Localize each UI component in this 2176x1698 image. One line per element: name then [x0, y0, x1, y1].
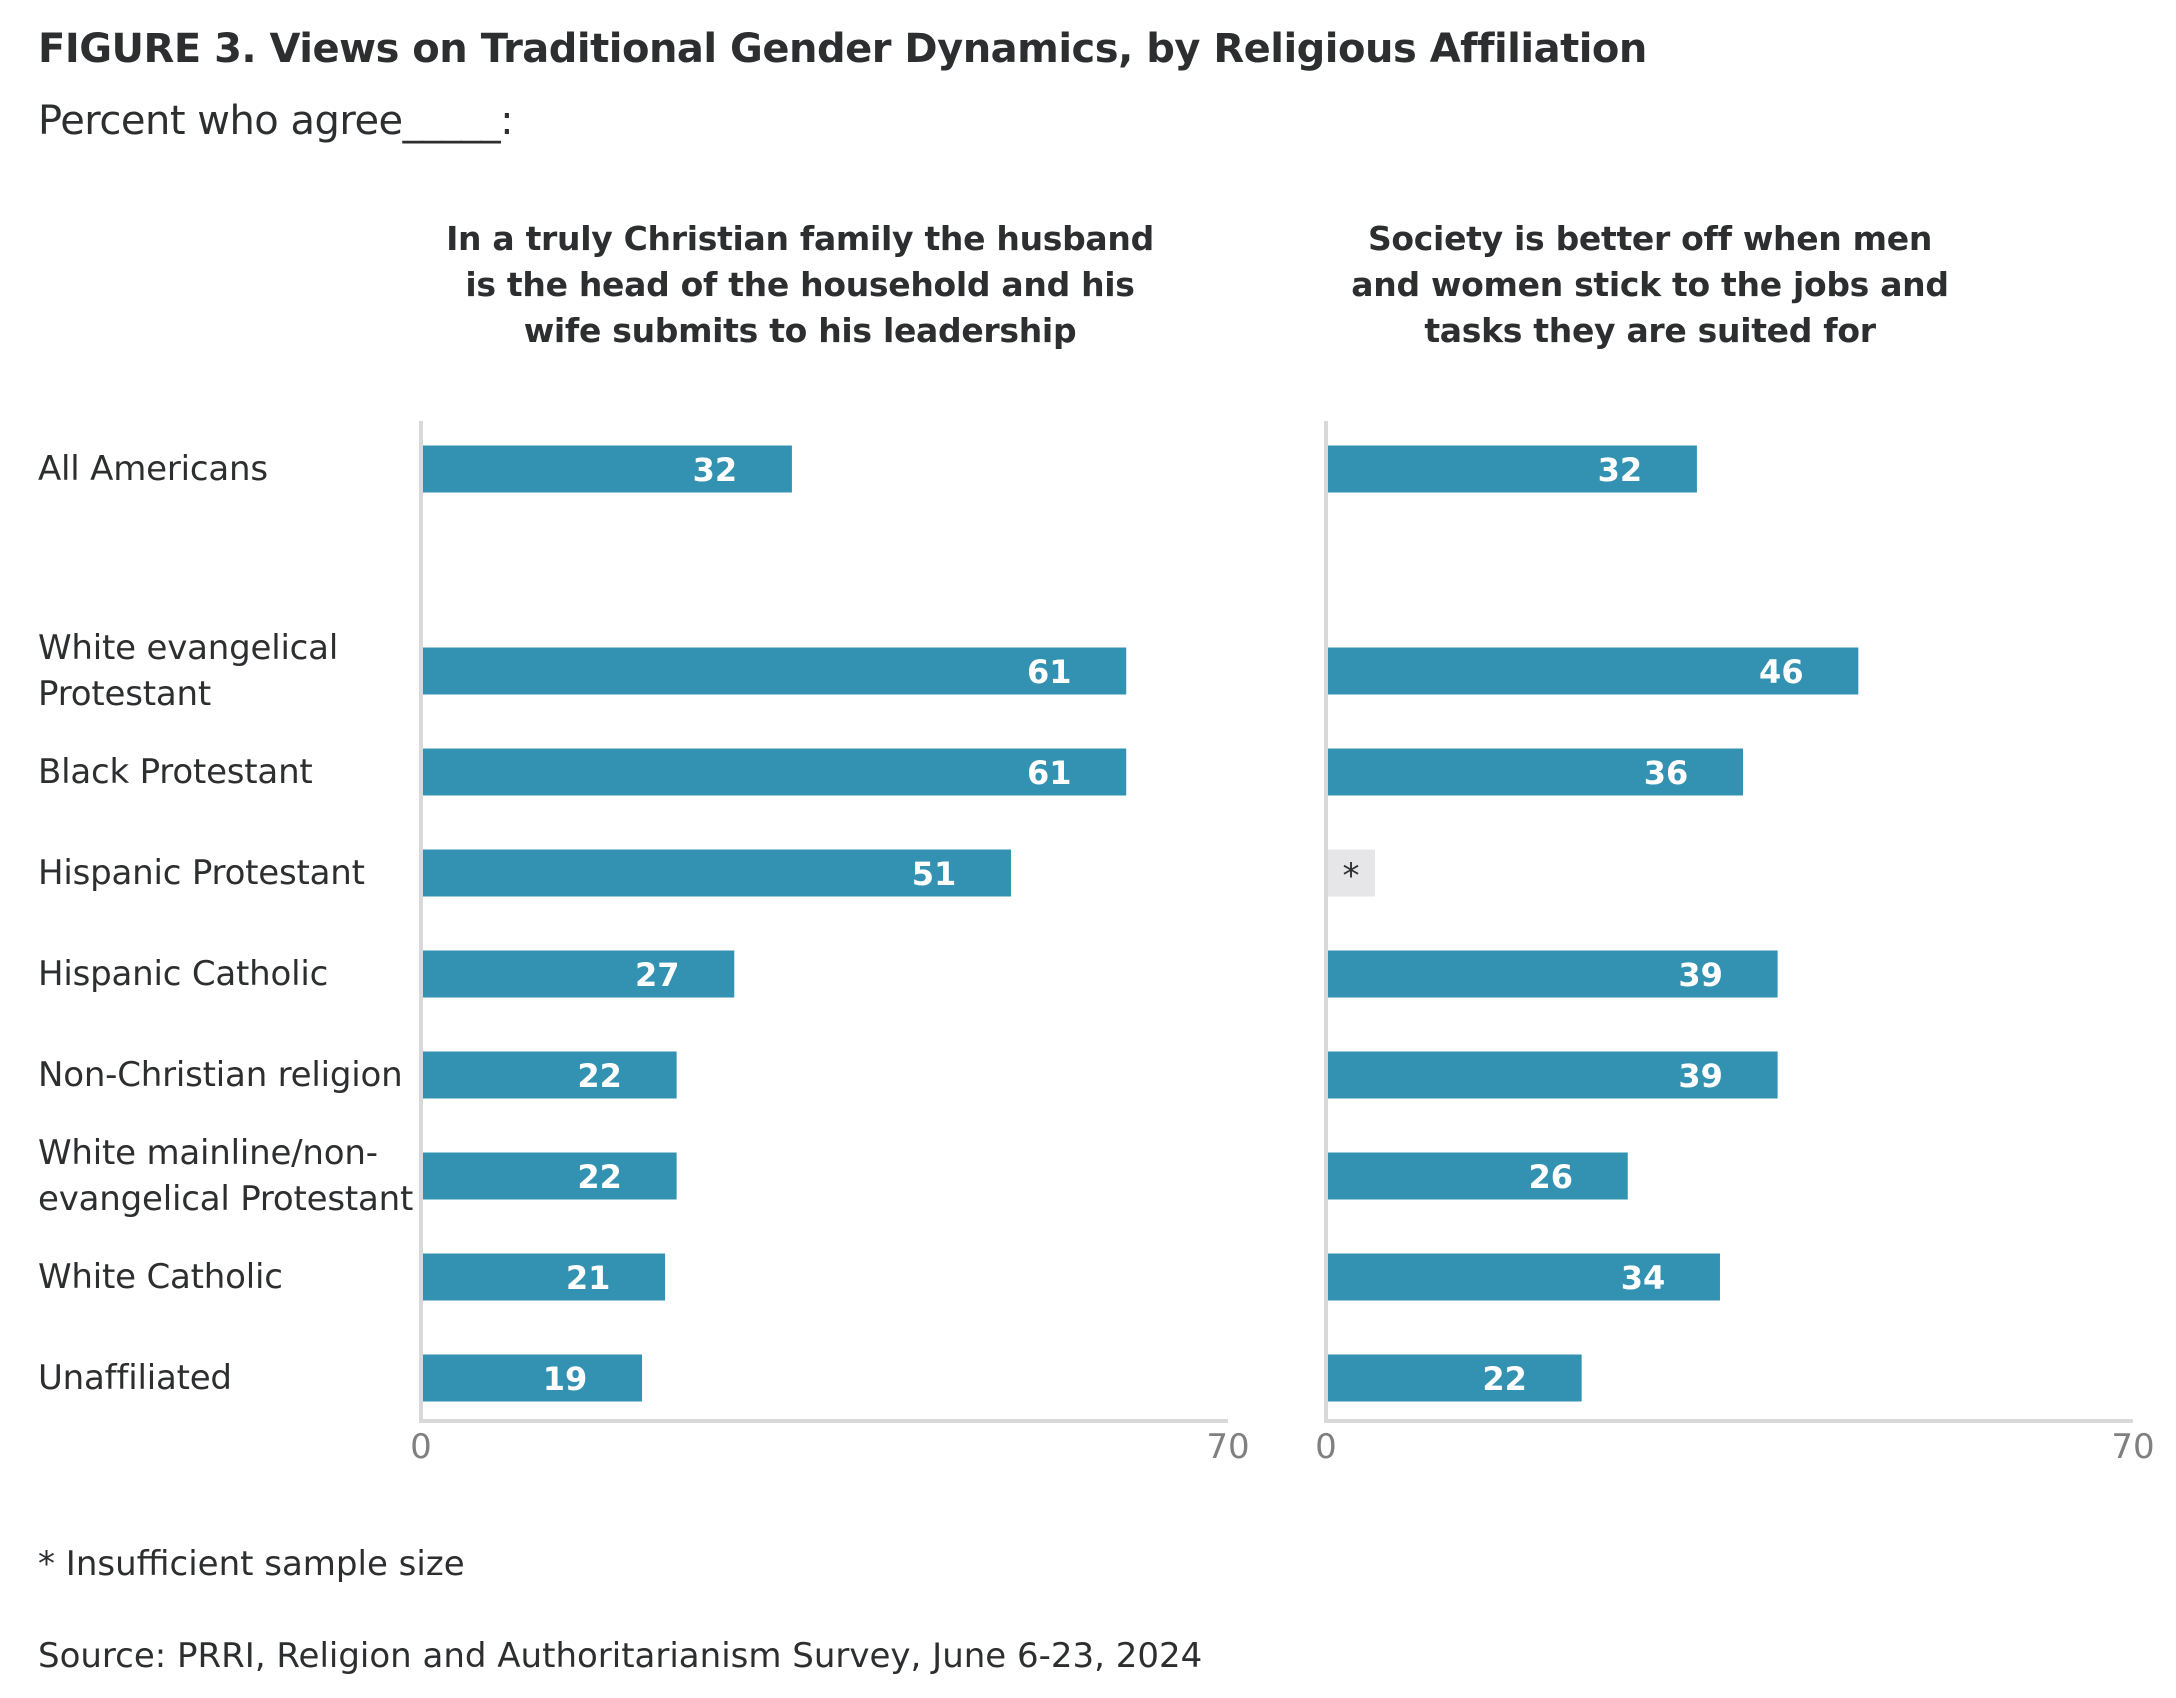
bar-value-label: 39 — [1678, 1057, 1723, 1095]
panel-title-christian-family: In a truly Christian family the husband … — [420, 216, 1180, 354]
x-tick-label: 70 — [2111, 1427, 2154, 1467]
panel-title-line: and women stick to the jobs and — [1351, 265, 1949, 304]
category-label: White Catholic — [38, 1254, 283, 1300]
bar — [1328, 1354, 1582, 1402]
bar-value-label: 61 — [1027, 653, 1072, 691]
category-label-line: Protestant — [38, 674, 211, 714]
bar-value-label: 32 — [693, 451, 738, 489]
bar — [1328, 950, 1778, 998]
bar-value-label: 39 — [1678, 956, 1723, 994]
category-label-line: All Americans — [38, 449, 268, 489]
panel-title-line: Society is better off when men — [1367, 219, 1933, 258]
category-label: All Americans — [38, 446, 268, 492]
category-label: White mainline/non-evangelical Protestan… — [38, 1130, 413, 1222]
bar-value-label: 22 — [577, 1158, 622, 1196]
category-label-line: Non-Christian religion — [38, 1055, 403, 1095]
missing-data-label: * — [1343, 856, 1360, 896]
panel-title-line: In a truly Christian family the husband — [446, 219, 1154, 258]
missing-data-box — [1328, 849, 1375, 897]
footnote: * Insufficient sample size — [38, 1544, 465, 1584]
x-tick-label: 0 — [410, 1427, 432, 1467]
category-label: White evangelical Protestant — [38, 625, 338, 717]
panel-title-society-jobs: Society is better off when men and women… — [1270, 216, 2030, 354]
x-tick-label: 0 — [1315, 1427, 1337, 1467]
bar — [423, 1354, 643, 1402]
category-label-line: Black Protestant — [38, 752, 313, 792]
bar — [1328, 445, 1697, 493]
chart-subtitle: Percent who agree_____: — [38, 98, 514, 144]
bar — [1328, 748, 1744, 796]
category-label: Unaffiliated — [38, 1355, 232, 1401]
category-label: Black Protestant — [38, 749, 313, 795]
bar-value-label: 46 — [1759, 653, 1804, 691]
bar-value-label: 21 — [566, 1259, 611, 1297]
bar-value-label: 51 — [912, 855, 957, 893]
category-label: Hispanic Protestant — [38, 850, 365, 896]
bar-value-label: 27 — [635, 956, 680, 994]
bar — [1328, 1253, 1720, 1301]
category-label-line: Unaffiliated — [38, 1358, 232, 1398]
bar — [423, 748, 1127, 796]
category-label-line: White Catholic — [38, 1257, 283, 1297]
x-tick-label: 70 — [1206, 1427, 1249, 1467]
bar-value-label: 26 — [1528, 1158, 1573, 1196]
panel-title-line: wife submits to his leadership — [523, 311, 1077, 350]
category-label-line: Hispanic Protestant — [38, 853, 365, 893]
category-label: Hispanic Catholic — [38, 951, 328, 997]
bar — [423, 1051, 677, 1099]
bar-value-label: 22 — [1482, 1360, 1527, 1398]
source-note: Source: PRRI, Religion and Authoritarian… — [38, 1636, 1203, 1676]
panel-title-line: tasks they are suited for — [1424, 311, 1876, 350]
bar-value-label: 32 — [1598, 451, 1643, 489]
category-label-line: Hispanic Catholic — [38, 954, 329, 994]
bar — [1328, 1051, 1778, 1099]
bar — [423, 950, 735, 998]
chart-title: FIGURE 3. Views on Traditional Gender Dy… — [38, 26, 1647, 72]
bar — [423, 1253, 666, 1301]
bar-value-label: 61 — [1027, 754, 1072, 792]
panel-title-line: is the head of the household and his — [465, 265, 1135, 304]
category-label-line: evangelical Protestant — [38, 1179, 414, 1219]
bar — [423, 647, 1127, 695]
bar — [423, 445, 792, 493]
category-label: Non-Christian religion — [38, 1052, 403, 1098]
category-label-line: White evangelical — [38, 628, 339, 668]
bar-value-label: 36 — [1644, 754, 1689, 792]
bar — [423, 849, 1011, 897]
bar — [423, 1152, 677, 1200]
bar-value-label: 19 — [543, 1360, 588, 1398]
bar-value-label: 22 — [577, 1057, 622, 1095]
bar — [1328, 647, 1859, 695]
bar — [1328, 1152, 1628, 1200]
bar-value-label: 34 — [1621, 1259, 1666, 1297]
category-label-line: White mainline/non- — [38, 1133, 378, 1173]
